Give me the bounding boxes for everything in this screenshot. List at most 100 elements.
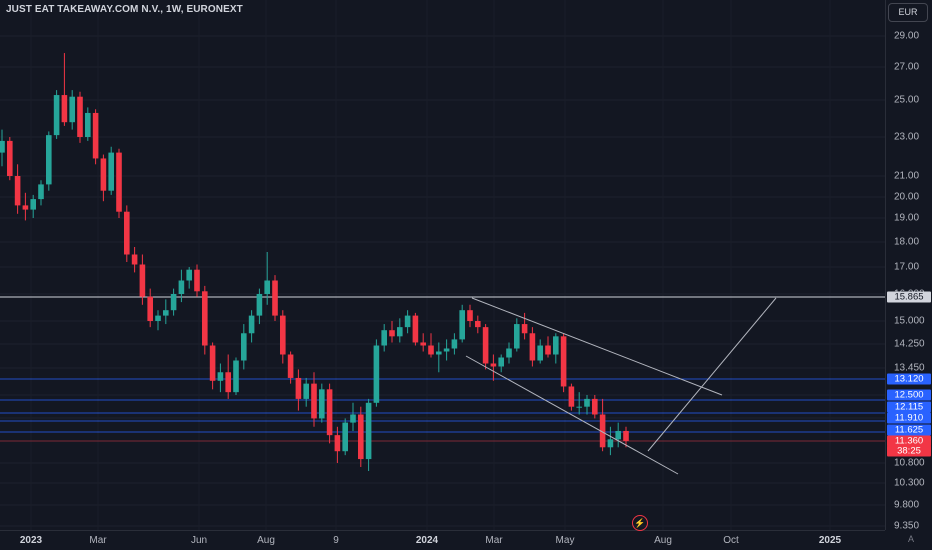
candle-body [623, 430, 629, 441]
candle-body [342, 422, 348, 452]
candle-body [85, 112, 91, 137]
candle-body [350, 414, 356, 423]
candle-body [241, 333, 247, 361]
price-tick: 9.800 [894, 499, 920, 511]
channel-upper-line[interactable] [471, 297, 723, 396]
candle-body [365, 402, 372, 460]
candle-body [482, 327, 489, 364]
price-tag: 13.120 [887, 373, 931, 385]
candle-body [272, 280, 278, 316]
price-tick: 25.00 [894, 94, 920, 106]
price-tick: 17.00 [894, 261, 920, 273]
candle-body [303, 383, 309, 399]
candle-body [568, 386, 575, 407]
candle-body [334, 435, 341, 452]
candle-body [233, 360, 239, 393]
time-label: 2023 [19, 535, 43, 546]
price-tick: 15.000 [894, 315, 925, 327]
time-label: 2025 [818, 535, 842, 546]
channel-lower-line[interactable] [465, 355, 679, 475]
candle-body [537, 345, 543, 361]
trend-lines[interactable] [465, 297, 777, 475]
price-tag: 11.910 [887, 412, 931, 424]
price-tick: 10.300 [894, 477, 925, 489]
price-tick: 21.00 [894, 170, 920, 182]
price-tick: 18.00 [894, 236, 920, 248]
currency-button[interactable]: EUR [888, 3, 928, 22]
candle-body [412, 315, 419, 343]
symbol-title: JUST EAT TAKEAWAY.COM N.V., 1W, EURONEXT [6, 4, 243, 15]
time-label: Oct [723, 535, 739, 546]
candle-body [194, 269, 200, 292]
candle-body [490, 363, 497, 367]
candle-body [358, 414, 364, 460]
candle-body [389, 330, 395, 337]
time-label: 9 [333, 535, 339, 546]
price-tag: 11.625 [887, 424, 931, 436]
price-tick: 20.00 [894, 191, 920, 203]
candle-body [420, 342, 426, 346]
time-label: 2024 [415, 535, 439, 546]
candle-body [61, 95, 68, 123]
candle-body [326, 389, 333, 436]
price-tag: 11.360 [887, 435, 931, 447]
candle-body [287, 354, 294, 378]
candle-body [256, 294, 263, 316]
candle-body [92, 112, 99, 159]
candlesticks [0, 53, 629, 471]
candle-body [209, 345, 216, 381]
candle-body [295, 377, 302, 399]
lightning-icon[interactable]: ⚡ [632, 515, 648, 531]
candle-body [147, 296, 153, 321]
candle-body [202, 291, 208, 346]
time-label: Aug [257, 535, 275, 546]
candle-body [100, 158, 107, 191]
candle-body [599, 414, 606, 448]
candle-body [116, 152, 122, 212]
price-chart[interactable] [0, 0, 885, 530]
price-tick: 23.00 [894, 131, 920, 143]
candle-body [38, 184, 44, 200]
axis-corner: A [885, 530, 932, 550]
candle-body [397, 327, 403, 337]
candle-body [404, 315, 411, 328]
candle-body [607, 439, 614, 448]
price-axis[interactable]: 29.00 27.00 25.00 23.00 21.00 20.00 19.00 18.00… [885, 0, 932, 532]
candle-body [521, 324, 528, 334]
candle-body [14, 176, 21, 206]
candle-body [514, 324, 520, 349]
price-tick: 10.800 [894, 457, 925, 469]
candle-body [0, 140, 5, 153]
time-label: Mar [89, 535, 107, 546]
candle-body [186, 269, 192, 281]
auto-scale-toggle[interactable]: A [907, 534, 914, 544]
horizontal-levels[interactable] [0, 296, 885, 442]
price-tag: 38:25 [887, 445, 931, 457]
projection-line[interactable] [647, 297, 777, 452]
candle-body [553, 336, 559, 355]
candle-body [475, 321, 481, 328]
candle-body [498, 357, 504, 367]
candle-body [280, 315, 286, 355]
candle-body [170, 294, 177, 311]
price-tick: 14.250 [894, 338, 925, 350]
price-tick: 13.450 [894, 362, 925, 374]
price-tick: 9.350 [894, 520, 920, 532]
candle-body [381, 330, 387, 346]
candle-body [373, 345, 380, 403]
price-tick: 29.00 [894, 30, 920, 42]
time-axis[interactable]: 2023 Mar Jun Aug 9 2024 Mar May Aug Oct 2025 [0, 530, 885, 550]
time-label: May [555, 535, 575, 546]
candle-body [108, 152, 114, 191]
candle-body [69, 96, 75, 123]
price-tag: 12.115 [887, 401, 931, 413]
candle-body [576, 406, 582, 408]
price-tag: 15.865 [887, 291, 931, 303]
candle-body [155, 315, 161, 321]
candle-body [217, 372, 224, 381]
candle-body [560, 336, 567, 387]
candle-body [451, 339, 458, 349]
candle-body [319, 389, 325, 419]
candle-body [615, 430, 621, 440]
